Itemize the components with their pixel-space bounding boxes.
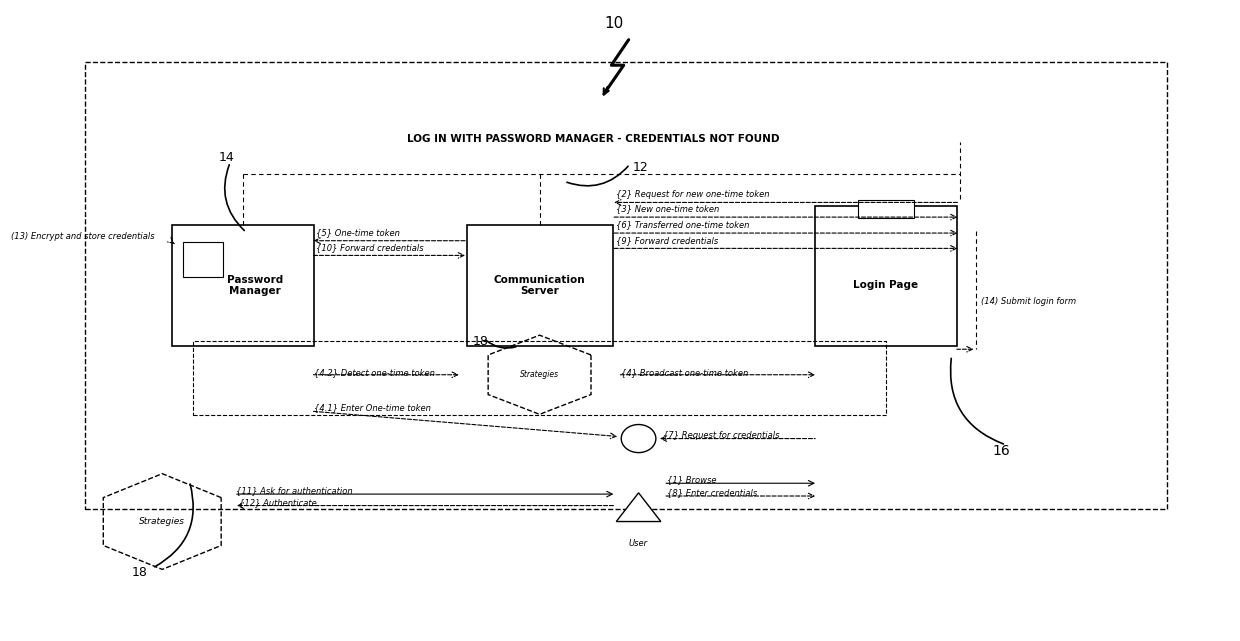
- Text: Password
Manager: Password Manager: [227, 274, 283, 296]
- Text: {4.1} Enter One-time token: {4.1} Enter One-time token: [315, 403, 432, 412]
- Text: (13) Encrypt and store credentials: (13) Encrypt and store credentials: [11, 232, 155, 241]
- Text: {8} Enter credentials: {8} Enter credentials: [667, 488, 758, 497]
- Bar: [858, 200, 914, 218]
- Bar: [171, 225, 314, 346]
- Ellipse shape: [621, 424, 656, 453]
- Text: {11} Ask for authentication: {11} Ask for authentication: [237, 486, 353, 495]
- Text: {1} Browse: {1} Browse: [667, 476, 717, 485]
- Text: 10: 10: [604, 16, 624, 31]
- Text: {9} Forward credentials: {9} Forward credentials: [616, 237, 718, 246]
- Text: {10} Forward credentials: {10} Forward credentials: [316, 243, 423, 253]
- Text: 18: 18: [472, 335, 489, 348]
- Text: Communication
Server: Communication Server: [494, 274, 585, 296]
- Bar: [815, 206, 957, 346]
- Text: {3} New one-time token: {3} New one-time token: [616, 204, 719, 213]
- Bar: [466, 225, 613, 346]
- Polygon shape: [616, 493, 661, 522]
- Text: User: User: [629, 539, 649, 548]
- Text: 12: 12: [632, 161, 649, 174]
- Bar: [182, 242, 223, 278]
- Text: 18: 18: [131, 566, 148, 579]
- Text: Login Page: Login Page: [853, 280, 919, 290]
- Text: 16: 16: [992, 444, 1009, 458]
- Text: {4.2} Detect one-time token: {4.2} Detect one-time token: [315, 369, 435, 378]
- Text: {2} Request for new one-time token: {2} Request for new one-time token: [616, 190, 770, 199]
- Text: {5} One-time token: {5} One-time token: [316, 229, 399, 238]
- Text: (14) Submit login form: (14) Submit login form: [981, 297, 1076, 306]
- Text: Strategies: Strategies: [139, 517, 185, 526]
- Bar: [84, 62, 1168, 509]
- Text: {6} Transferred one-time token: {6} Transferred one-time token: [616, 221, 750, 229]
- Text: {7} Request for credentials: {7} Request for credentials: [663, 431, 780, 440]
- Text: LOG IN WITH PASSWORD MANAGER - CREDENTIALS NOT FOUND: LOG IN WITH PASSWORD MANAGER - CREDENTIA…: [407, 133, 779, 144]
- Bar: [193, 341, 887, 415]
- Text: Strategies: Strategies: [520, 370, 559, 379]
- Text: 14: 14: [218, 151, 234, 164]
- Text: {4} Broadcast one-time token: {4} Broadcast one-time token: [621, 369, 749, 378]
- Text: {12} Authenticate: {12} Authenticate: [239, 498, 316, 507]
